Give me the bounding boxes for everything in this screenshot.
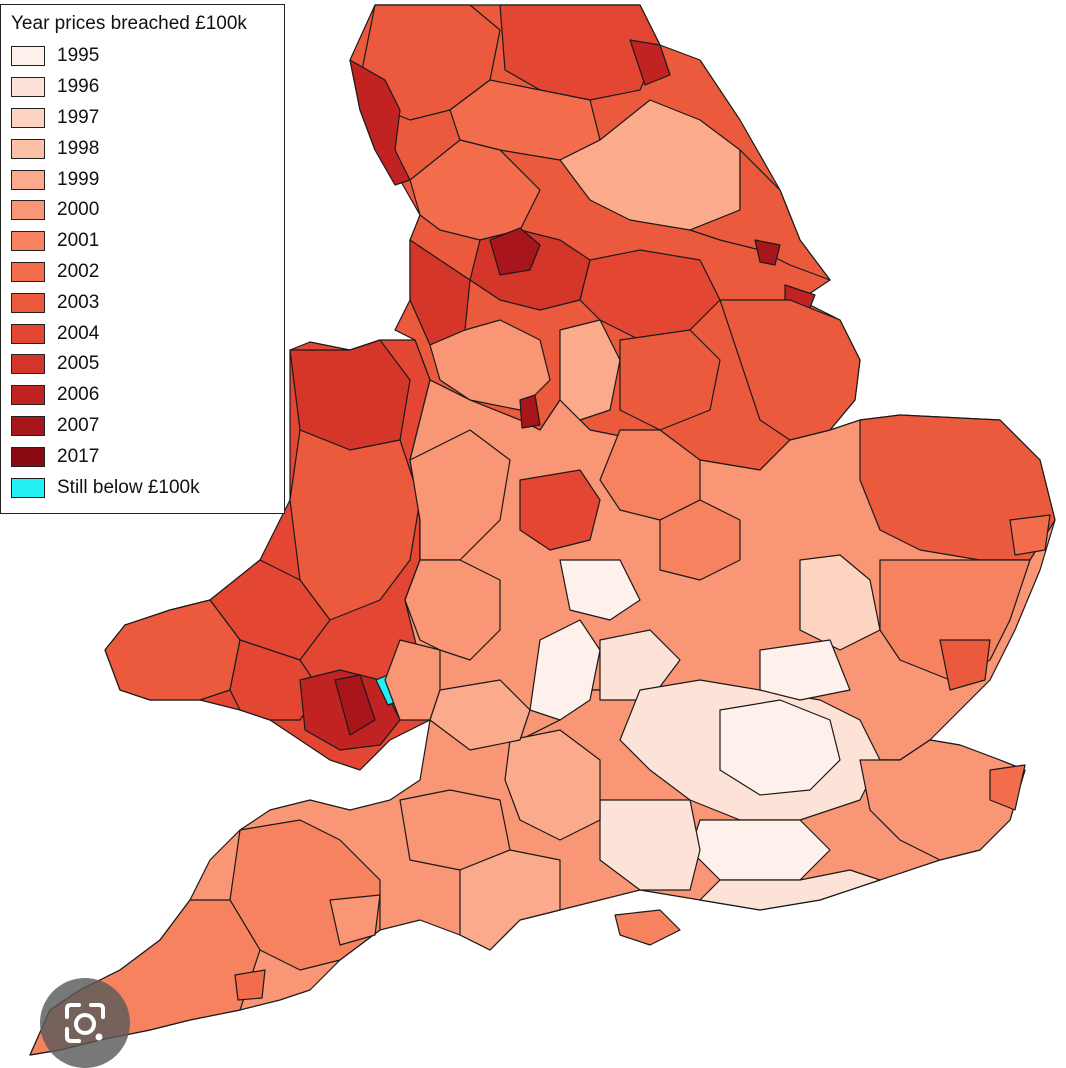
legend-item: 2002 [11,257,284,288]
sussex-region [699,869,881,911]
dorset-region [459,849,561,951]
surrey-region [689,819,831,881]
legend-swatch [11,354,45,375]
legend-item: 1998 [11,133,284,164]
legend-label: 2004 [57,322,100,344]
northumberland-region [499,4,661,101]
northamptonshire-region [659,499,741,581]
legend-item: 1999 [11,164,284,195]
legend-swatch [11,231,45,252]
buckinghamshire-region [599,629,681,701]
legend-swatch [11,477,45,498]
rhondda-region [334,674,376,736]
lincolnshire-region [719,299,861,441]
dover-region [989,764,1026,811]
warwickshire-region [559,559,641,621]
plymouth-region [234,969,266,1001]
legend-item: 2005 [11,349,284,380]
legend-label: 2001 [57,230,100,252]
nottinghamshire-region [619,329,721,431]
herefordshire-region [404,559,501,661]
legend-title: Year prices breached £100k [11,13,247,34]
legend-item: 1996 [11,72,284,103]
legend-item: 2003 [11,287,284,318]
map-legend: Year prices breached £100k 1995 1996 1997 1… [0,4,285,514]
legend-item: 1997 [11,103,284,134]
isle-of-wight-region [614,909,681,946]
legend-swatch [11,77,45,98]
torbay-region [329,894,381,946]
legend-item: 2006 [11,380,284,411]
legend-swatch [11,138,45,159]
google-lens-icon [65,1003,105,1043]
london-region [719,699,841,796]
legend-swatch [11,107,45,128]
legend-item: 2004 [11,318,284,349]
legend-label: 1996 [57,76,100,98]
legend-label: 2005 [57,353,100,375]
legend-swatch [11,46,45,67]
wiltshire-region [504,729,601,841]
legend-swatch [11,292,45,313]
hampshire-region [599,799,701,891]
essex-coast-region [939,639,991,691]
legend-label: 1995 [57,45,100,67]
legend-label: 2006 [57,384,100,406]
cheshire-region [429,319,551,411]
hull-region [754,239,781,266]
carmarthenshire-region [229,639,321,721]
legend-swatch [11,261,45,282]
legend-label: Still below £100k [57,476,200,498]
legend-item: 2007 [11,411,284,442]
legend-list: 1995 1996 1997 1998 1999 2000 2001 2002 2003 2004… [11,41,284,503]
legend-label: 1999 [57,168,100,190]
derbyshire-region [559,319,621,421]
legend-label: 1997 [57,106,100,128]
hertfordshire-region [759,639,851,701]
powys-region [289,429,421,621]
legend-label: 1998 [57,137,100,159]
gloucestershire-region [429,679,531,751]
legend-swatch [11,446,45,467]
google-lens-button[interactable] [40,978,130,1068]
tyneside-region [629,39,671,86]
legend-item: 2000 [11,195,284,226]
legend-item: Still below £100k [11,472,284,503]
shropshire-region [409,429,511,561]
legend-label: 2017 [57,445,100,467]
pembrokeshire-region [104,599,241,701]
west-midlands-region [519,469,601,551]
great-yarmouth-region [1009,514,1051,556]
stoke-region [519,394,541,429]
legend-item: 2001 [11,226,284,257]
legend-label: 2007 [57,414,100,436]
legend-label: 2002 [57,260,100,282]
pennine-towns-region [489,227,541,276]
suffolk-region [879,559,1031,681]
legend-item: 2017 [11,441,284,472]
legend-label: 2000 [57,199,100,221]
legend-swatch [11,323,45,344]
legend-swatch [11,415,45,436]
legend-swatch [11,169,45,190]
legend-item: 1995 [11,41,284,72]
legend-swatch [11,385,45,406]
legend-label: 2003 [57,291,100,313]
legend-swatch [11,200,45,221]
